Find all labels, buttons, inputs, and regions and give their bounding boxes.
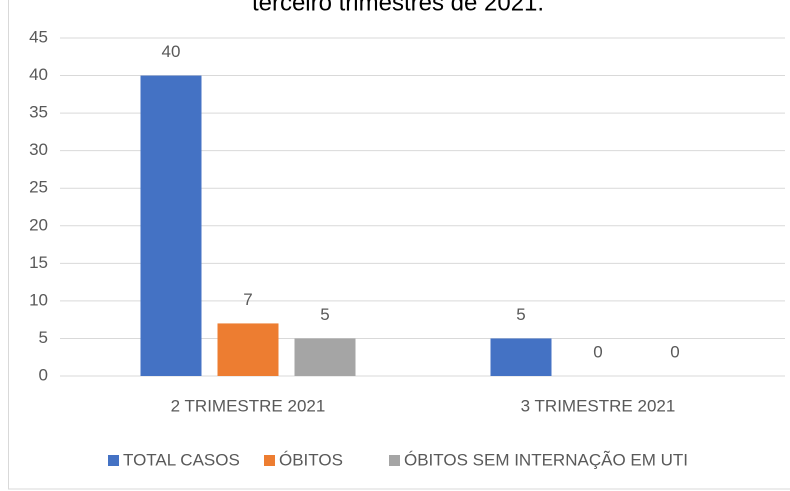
y-tick-label: 10 <box>29 290 48 309</box>
legend-label: TOTAL CASOS <box>123 450 240 469</box>
x-tick-label: 2 TRIMESTRE 2021 <box>171 396 326 415</box>
y-tick-label: 40 <box>29 65 48 84</box>
chart-frame <box>8 0 790 490</box>
y-tick-label: 0 <box>39 365 48 384</box>
x-tick-label: 3 TRIMESTRE 2021 <box>521 396 676 415</box>
data-label: 0 <box>593 342 602 361</box>
data-label: 5 <box>320 305 329 324</box>
bar <box>217 323 279 376</box>
chart-title: terceiro trimestres de 2021. <box>252 0 544 16</box>
y-tick-label: 5 <box>39 328 48 347</box>
bar <box>294 338 356 376</box>
y-tick-label: 45 <box>29 27 48 46</box>
data-label: 40 <box>162 42 181 61</box>
legend-swatch <box>264 455 275 466</box>
bar <box>490 338 552 376</box>
y-tick-label: 15 <box>29 253 48 272</box>
legend-label: ÓBITOS SEM INTERNAÇÃO EM UTI <box>404 450 688 469</box>
data-label: 5 <box>516 305 525 324</box>
legend-swatch <box>389 455 400 466</box>
data-label: 0 <box>670 342 679 361</box>
y-tick-label: 35 <box>29 103 48 122</box>
legend-label: ÓBITOS <box>279 450 343 469</box>
bar <box>140 75 202 377</box>
y-tick-label: 30 <box>29 140 48 159</box>
legend-swatch <box>108 455 119 466</box>
y-tick-label: 20 <box>29 215 48 234</box>
y-tick-label: 25 <box>29 178 48 197</box>
data-label: 7 <box>243 290 252 309</box>
